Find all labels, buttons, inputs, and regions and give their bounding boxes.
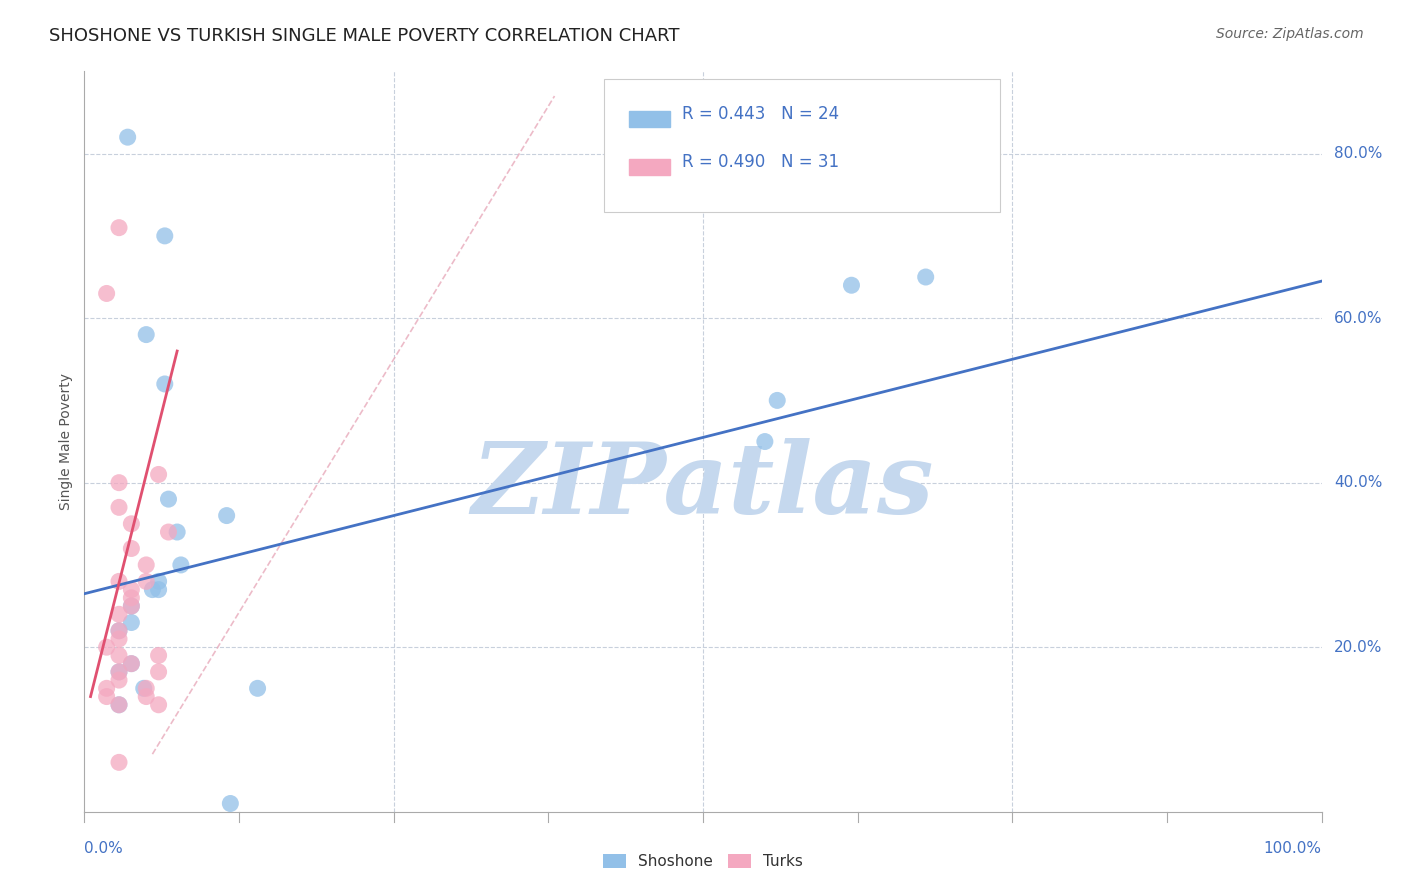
Point — [120, 516, 142, 531]
Point — [914, 270, 936, 285]
FancyBboxPatch shape — [628, 159, 669, 175]
Text: R = 0.443   N = 24: R = 0.443 N = 24 — [682, 105, 839, 123]
Point — [108, 665, 131, 679]
Point — [153, 376, 176, 391]
Point — [157, 524, 180, 539]
Point — [108, 665, 131, 679]
Y-axis label: Single Male Poverty: Single Male Poverty — [59, 373, 73, 510]
Point — [148, 698, 170, 712]
Point — [120, 541, 142, 556]
Legend: Shoshone, Turks: Shoshone, Turks — [596, 848, 810, 875]
Text: 0.0%: 0.0% — [84, 841, 124, 856]
Point — [108, 698, 131, 712]
Text: R = 0.490   N = 31: R = 0.490 N = 31 — [682, 153, 839, 171]
Point — [96, 640, 118, 655]
Point — [108, 673, 131, 687]
Point — [96, 681, 118, 696]
Point — [108, 624, 131, 638]
Text: 80.0%: 80.0% — [1334, 146, 1382, 161]
Point — [153, 228, 176, 243]
Point — [120, 591, 142, 605]
Point — [170, 558, 193, 572]
Point — [215, 508, 238, 523]
Point — [117, 130, 139, 145]
Point — [120, 657, 142, 671]
Point — [108, 220, 131, 235]
Point — [246, 681, 269, 696]
Point — [148, 574, 170, 589]
Text: ZIPatlas: ZIPatlas — [472, 438, 934, 534]
Point — [148, 665, 170, 679]
Text: Source: ZipAtlas.com: Source: ZipAtlas.com — [1216, 27, 1364, 41]
Point — [148, 648, 170, 663]
Point — [219, 797, 242, 811]
Text: SHOSHONE VS TURKISH SINGLE MALE POVERTY CORRELATION CHART: SHOSHONE VS TURKISH SINGLE MALE POVERTY … — [49, 27, 679, 45]
Point — [96, 286, 118, 301]
Point — [108, 475, 131, 490]
Point — [108, 574, 131, 589]
Point — [96, 690, 118, 704]
Point — [108, 698, 131, 712]
Point — [166, 524, 188, 539]
Text: 60.0%: 60.0% — [1334, 310, 1382, 326]
Point — [135, 574, 157, 589]
Point — [148, 582, 170, 597]
Point — [135, 558, 157, 572]
Point — [135, 690, 157, 704]
Point — [135, 681, 157, 696]
Point — [132, 681, 155, 696]
Point — [120, 615, 142, 630]
Point — [120, 599, 142, 613]
Text: 40.0%: 40.0% — [1334, 475, 1382, 491]
Point — [157, 492, 180, 507]
Point — [120, 582, 142, 597]
FancyBboxPatch shape — [605, 78, 1000, 212]
Point — [141, 582, 163, 597]
Point — [108, 624, 131, 638]
Point — [108, 607, 131, 622]
Point — [135, 327, 157, 342]
Point — [766, 393, 789, 408]
FancyBboxPatch shape — [628, 111, 669, 127]
Point — [120, 657, 142, 671]
Point — [108, 648, 131, 663]
Point — [754, 434, 776, 449]
Point — [841, 278, 863, 293]
Point — [108, 756, 131, 770]
Text: 20.0%: 20.0% — [1334, 640, 1382, 655]
Text: 100.0%: 100.0% — [1264, 841, 1322, 856]
Point — [108, 632, 131, 646]
Point — [108, 500, 131, 515]
Point — [120, 599, 142, 613]
Point — [148, 467, 170, 482]
